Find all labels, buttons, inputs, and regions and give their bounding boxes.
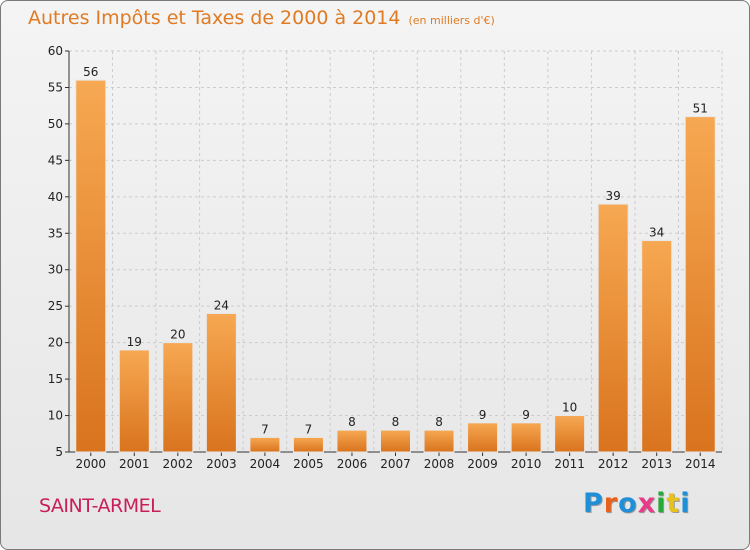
- place-name: SAINT-ARMEL: [39, 495, 161, 517]
- bar-value-label: 9: [522, 408, 530, 422]
- bar-value-label: 10: [562, 401, 577, 415]
- chart-title: Autres Impôts et Taxes de 2000 à 2014 (en…: [28, 7, 495, 29]
- bar-2007: [380, 429, 411, 453]
- y-tick-label: 15: [48, 372, 63, 386]
- x-tick-label: 2005: [293, 457, 324, 471]
- bar-value-label: 8: [348, 415, 356, 429]
- y-tick-label: 35: [48, 226, 63, 240]
- bar-2000: [75, 79, 107, 453]
- bar-2004: [249, 436, 281, 453]
- y-tick-label: 45: [48, 153, 63, 167]
- bar-value-label: 19: [127, 335, 142, 349]
- bar-2010: [510, 422, 542, 453]
- y-tick-label: 60: [48, 44, 63, 58]
- x-tick-label: 2000: [75, 457, 106, 471]
- x-tick-label: 2004: [250, 457, 281, 471]
- x-tick-label: 2006: [337, 457, 368, 471]
- bar-value-label: 7: [261, 422, 269, 436]
- proxiti-logo[interactable]: Proxiti: [583, 488, 691, 519]
- labels: 56 19 20 24 7 7 8 8 8 9 9 10 39 34 51: [83, 65, 708, 436]
- logo-letter: r: [603, 488, 619, 519]
- x-tick-label: 2009: [467, 457, 498, 471]
- x-tick-label: 2008: [424, 457, 455, 471]
- bar-2011: [554, 415, 586, 453]
- y-tick-label: 20: [48, 336, 63, 350]
- logo-letter: t: [666, 488, 681, 519]
- y-tick-label: 5: [55, 445, 63, 459]
- bar-2006: [336, 429, 368, 453]
- bar-2001: [118, 349, 150, 453]
- chart-subtitle: (en milliers d'€): [408, 14, 495, 27]
- bar-value-label: 8: [392, 415, 400, 429]
- bar-value-label: 39: [606, 189, 621, 203]
- logo-letter: x: [637, 488, 657, 519]
- bar-value-label: 7: [305, 422, 313, 436]
- bar-2012: [597, 203, 629, 453]
- bar-2008: [423, 429, 455, 453]
- x-tick-label: 2001: [119, 457, 150, 471]
- chart-title-text: Autres Impôts et Taxes de 2000 à 2014: [28, 7, 401, 29]
- bar-2013: [641, 240, 673, 453]
- x-tick-label: 2012: [598, 457, 629, 471]
- y-tick-label: 40: [48, 190, 63, 204]
- bar-value-label: 56: [83, 65, 98, 79]
- y-tick-label: 30: [48, 263, 63, 277]
- logo-letter: i: [656, 488, 667, 519]
- bar-2005: [292, 436, 324, 453]
- axes: 5 10 15 20 25 30 35 40 45 50 55 60 2000 2001 2002 2003 2…: [48, 44, 722, 471]
- bar-value-label: 9: [479, 408, 487, 422]
- bar-2014: [684, 116, 716, 453]
- x-tick-label: 2013: [641, 457, 672, 471]
- x-tick-label: 2011: [554, 457, 585, 471]
- y-tick-label: 25: [48, 299, 63, 313]
- bar-2003: [205, 312, 237, 453]
- x-tick-label: 2007: [380, 457, 411, 471]
- x-tick-label: 2014: [685, 457, 716, 471]
- bar-value-label: 51: [693, 102, 708, 116]
- bars: [75, 79, 716, 453]
- bar-value-label: 24: [214, 298, 229, 312]
- x-tick-label: 2010: [511, 457, 542, 471]
- y-tick-label: 50: [48, 117, 63, 131]
- x-tick-label: 2002: [163, 457, 194, 471]
- bar-value-label: 34: [649, 226, 664, 240]
- bar-2002: [162, 342, 194, 453]
- bar-2009: [467, 422, 499, 453]
- logo-letter: P: [583, 488, 604, 519]
- y-tick-label: 55: [48, 80, 63, 94]
- bar-value-label: 20: [170, 328, 185, 342]
- bar-value-label: 8: [435, 415, 443, 429]
- y-tick-label: 10: [48, 409, 63, 423]
- x-tick-label: 2003: [206, 457, 237, 471]
- logo-letter: i: [680, 488, 691, 519]
- logo-letter: o: [618, 488, 638, 519]
